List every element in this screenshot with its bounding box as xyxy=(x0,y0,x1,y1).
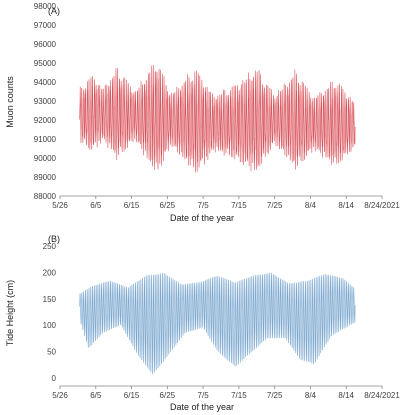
panel-b-label: (B) xyxy=(48,234,60,244)
panel-a-x-ticks: 5/26 6/5 6/15 6/25 7/5 7/15 7/25 8/4 8/14 8/24/20… xyxy=(52,196,400,210)
x-tick-label: 8/4 xyxy=(305,391,317,400)
x-tick-label: 7/5 xyxy=(198,201,210,210)
x-tick-label: 5/26 xyxy=(52,201,68,210)
x-tick-label: 6/5 xyxy=(90,391,102,400)
y-tick-label: 95000 xyxy=(34,59,57,68)
x-tick-label: 8/24/2021 xyxy=(364,391,400,400)
panel-a-series-line xyxy=(79,64,356,173)
y-tick-label: 96000 xyxy=(34,40,57,49)
panel-b-series-line xyxy=(79,272,356,375)
y-tick-label: 94000 xyxy=(34,78,57,87)
x-tick-label: 7/25 xyxy=(267,391,283,400)
y-tick-label: 100 xyxy=(43,321,57,330)
y-tick-label: 0 xyxy=(52,374,57,383)
x-tick-label: 7/5 xyxy=(198,391,210,400)
x-tick-label: 6/15 xyxy=(124,201,140,210)
panel-a-x-axis-label: Date of the year xyxy=(170,213,234,223)
x-tick-label: 8/4 xyxy=(305,201,317,210)
y-tick-label: 98000 xyxy=(34,2,57,11)
panel-a-y-ticks: 88000 89000 90000 91000 92000 93000 94000 95000… xyxy=(34,2,57,201)
y-tick-label: 89000 xyxy=(34,173,57,182)
panel-b-y-ticks: 0 50 100 150 200 250 xyxy=(43,242,57,383)
x-tick-label: 8/14 xyxy=(338,391,354,400)
y-tick-label: 97000 xyxy=(34,21,57,30)
y-tick-label: 92000 xyxy=(34,116,57,125)
y-tick-label: 91000 xyxy=(34,135,57,144)
x-tick-label: 8/24/2021 xyxy=(364,201,400,210)
y-tick-label: 93000 xyxy=(34,97,57,106)
y-tick-label: 150 xyxy=(43,295,57,304)
y-tick-label: 200 xyxy=(43,268,57,277)
x-tick-label: 6/15 xyxy=(124,391,140,400)
panel-b-x-axis-label: Date of the year xyxy=(170,402,234,412)
x-tick-label: 5/26 xyxy=(52,391,68,400)
panel-a-y-axis-label: Muon counts xyxy=(5,76,15,128)
y-tick-label: 88000 xyxy=(34,192,57,201)
x-tick-label: 6/25 xyxy=(160,201,176,210)
panel-a-label: (A) xyxy=(48,6,60,16)
x-tick-label: 6/5 xyxy=(90,201,102,210)
x-tick-label: 7/15 xyxy=(231,391,247,400)
y-tick-label: 90000 xyxy=(34,154,57,163)
y-tick-label: 250 xyxy=(43,242,57,251)
panel-b-tide-height: (B) Tide Height (cm) Date of the year 0 5… xyxy=(5,234,400,412)
panel-b-x-ticks: 5/26 6/5 6/15 6/25 7/5 7/15 7/25 8/4 8/14 8/24/20… xyxy=(52,386,400,400)
panel-a-muon-counts: (A) Muon counts Date of the year 88000 89… xyxy=(5,2,400,223)
x-tick-label: 6/25 xyxy=(160,391,176,400)
x-tick-label: 7/25 xyxy=(267,201,283,210)
x-tick-label: 8/14 xyxy=(338,201,354,210)
panel-b-y-axis-label: Tide Height (cm) xyxy=(5,280,15,346)
x-tick-label: 7/15 xyxy=(231,201,247,210)
y-tick-label: 50 xyxy=(47,348,56,357)
